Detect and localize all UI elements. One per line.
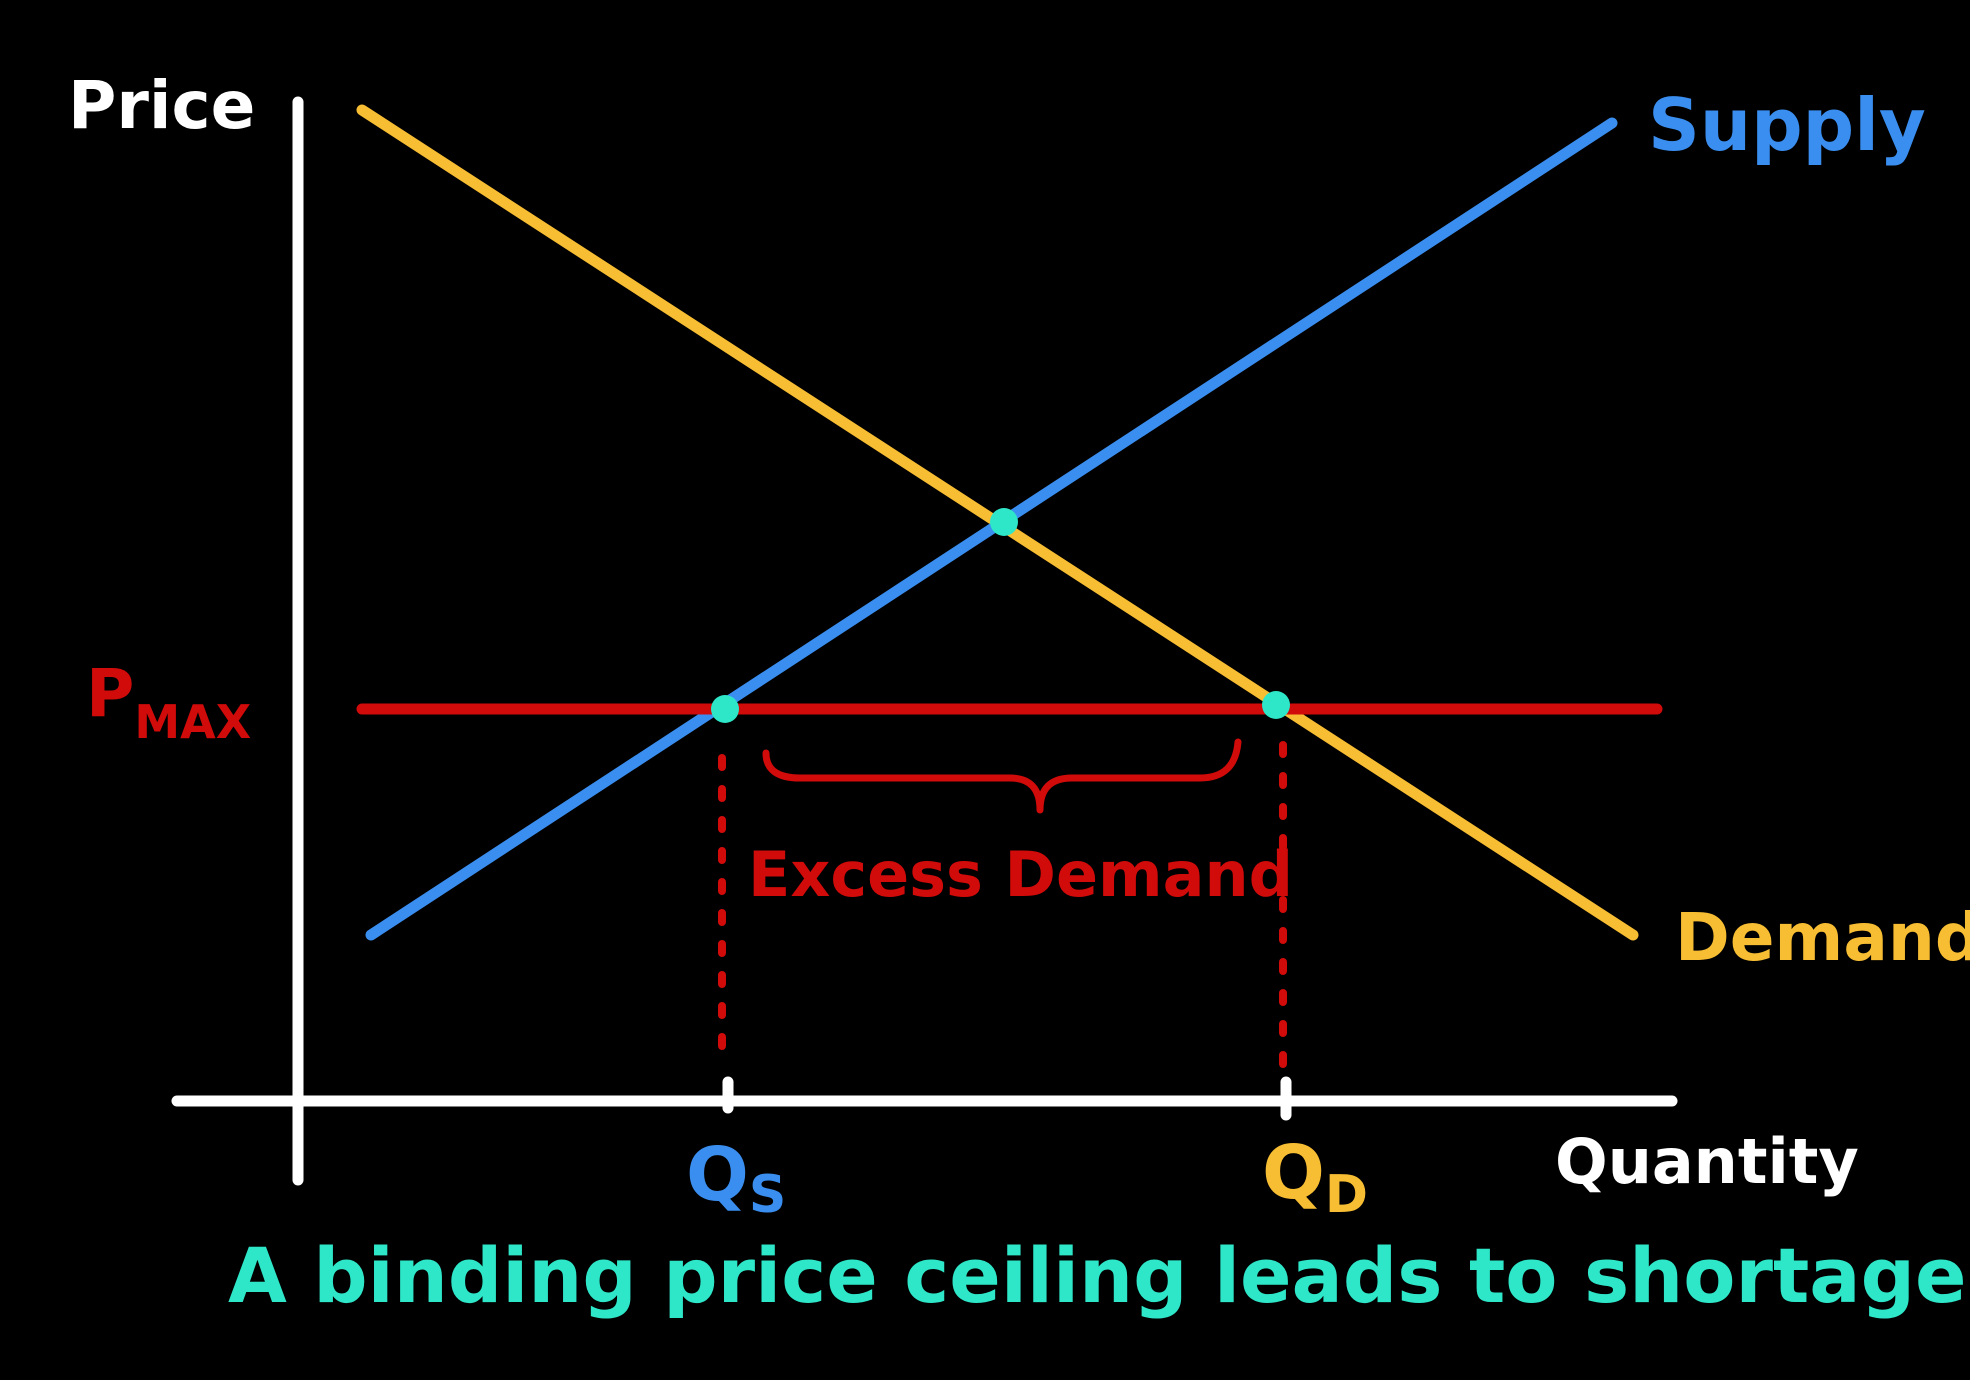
- x-axis-label: Quantity: [1555, 1125, 1859, 1198]
- supply-curve: [365, 117, 1618, 941]
- quantity-supplied-label: QS: [686, 1132, 786, 1225]
- qs-label-sub: S: [749, 1165, 786, 1225]
- price-ceiling-label-sub: MAX: [134, 695, 251, 749]
- y-axis-label: Price: [68, 67, 255, 144]
- quantity-demanded-point: [1262, 691, 1290, 719]
- qd-label-sub: D: [1325, 1165, 1368, 1225]
- qs-label-main: Q: [686, 1132, 749, 1218]
- excess-demand-label: Excess Demand: [748, 838, 1293, 911]
- price-ceiling-label-main: P: [86, 655, 134, 732]
- excess-demand-brace: [762, 738, 1242, 814]
- quantity-demanded-label: QD: [1262, 1130, 1368, 1225]
- diagram-caption: A binding price ceiling leads to shortag…: [228, 1231, 1970, 1320]
- qd-label-main: Q: [1262, 1130, 1325, 1216]
- quantity-supplied-point: [711, 695, 739, 723]
- supply-label: Supply: [1648, 83, 1926, 167]
- price-ceiling-label: PMAX: [86, 655, 251, 749]
- equilibrium-point: [990, 508, 1018, 536]
- demand-label: Demand: [1675, 899, 1970, 976]
